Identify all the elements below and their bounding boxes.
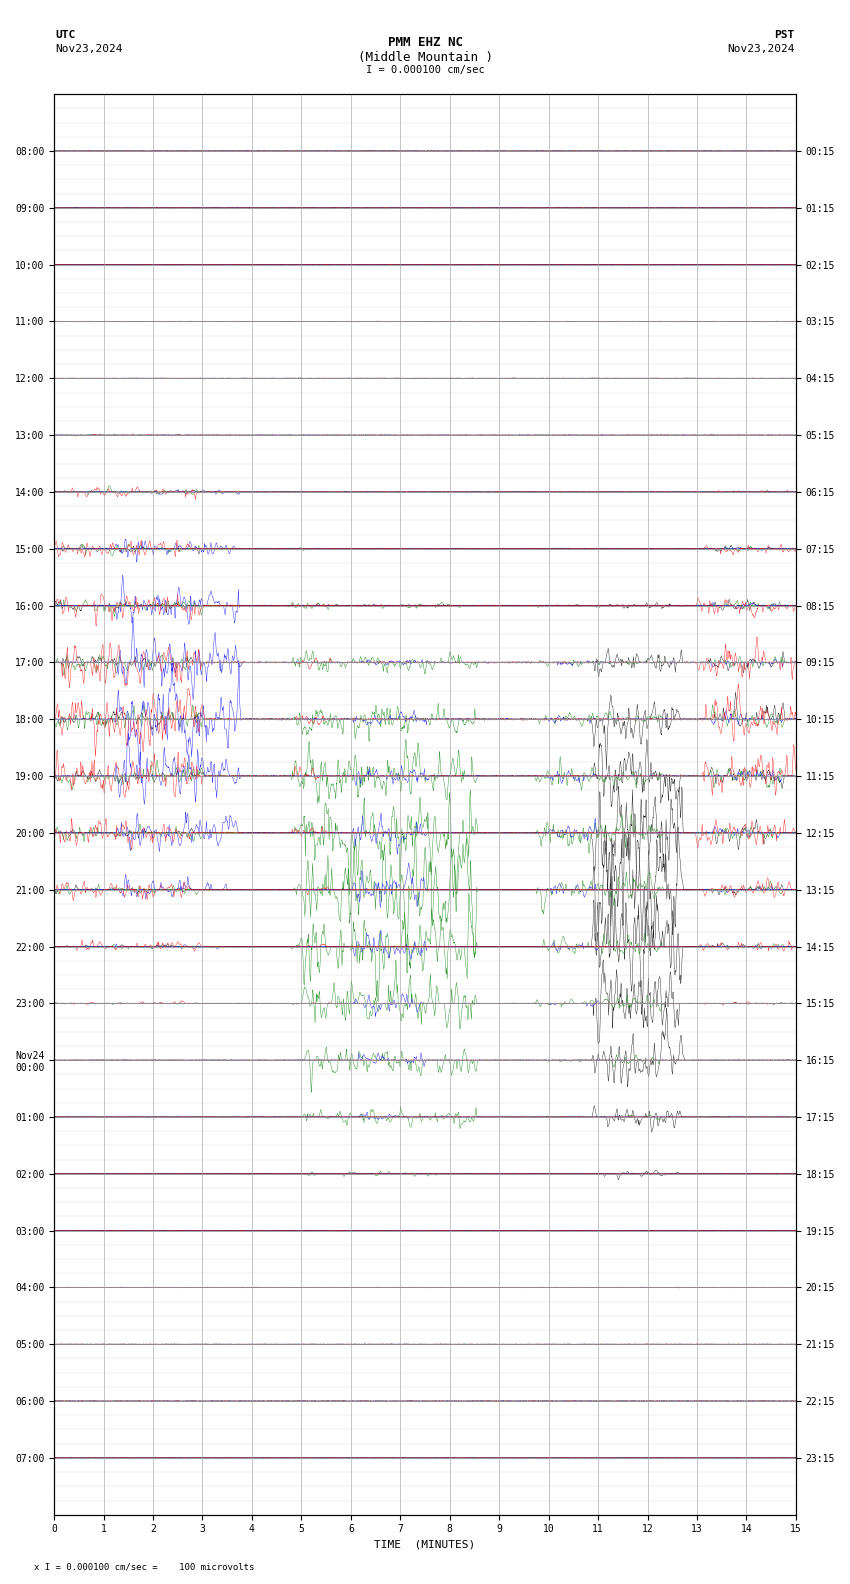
Text: (Middle Mountain ): (Middle Mountain ): [358, 51, 492, 63]
Text: I = 0.000100 cm/sec: I = 0.000100 cm/sec: [366, 65, 484, 74]
Text: Nov23,2024: Nov23,2024: [728, 44, 795, 54]
Text: Nov23,2024: Nov23,2024: [55, 44, 122, 54]
Text: UTC: UTC: [55, 30, 76, 40]
X-axis label: TIME  (MINUTES): TIME (MINUTES): [374, 1540, 476, 1551]
Text: x I = 0.000100 cm/sec =    100 microvolts: x I = 0.000100 cm/sec = 100 microvolts: [34, 1562, 254, 1571]
Text: PST: PST: [774, 30, 795, 40]
Text: PMM EHZ NC: PMM EHZ NC: [388, 36, 462, 49]
